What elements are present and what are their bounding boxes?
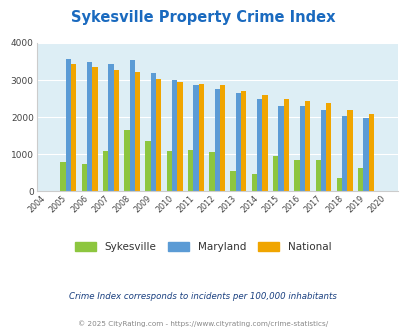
Bar	[108, 64, 113, 191]
Bar	[177, 82, 182, 191]
Text: Crime Index corresponds to incidents per 100,000 inhabitants: Crime Index corresponds to incidents per…	[69, 292, 336, 301]
Bar	[320, 110, 325, 191]
Bar	[214, 89, 220, 191]
Bar	[150, 73, 156, 191]
Bar	[304, 101, 309, 191]
Bar	[241, 91, 246, 191]
Text: Sykesville Property Crime Index: Sykesville Property Crime Index	[70, 10, 335, 25]
Text: © 2025 CityRating.com - https://www.cityrating.com/crime-statistics/: © 2025 CityRating.com - https://www.city…	[78, 321, 327, 327]
Bar	[357, 168, 362, 191]
Legend: Sykesville, Maryland, National: Sykesville, Maryland, National	[75, 242, 330, 252]
Bar	[230, 171, 235, 191]
Bar	[71, 64, 76, 191]
Bar	[315, 160, 320, 191]
Bar	[336, 179, 341, 191]
Bar	[368, 114, 373, 191]
Bar	[341, 116, 347, 191]
Bar	[66, 59, 71, 191]
Bar	[81, 164, 87, 191]
Bar	[193, 85, 198, 191]
Bar	[113, 70, 119, 191]
Bar	[251, 174, 256, 191]
Bar	[294, 160, 299, 191]
Bar	[272, 156, 278, 191]
Bar	[347, 110, 352, 191]
Bar	[134, 72, 140, 191]
Bar	[235, 93, 241, 191]
Bar	[124, 130, 129, 191]
Bar	[256, 99, 262, 191]
Bar	[166, 150, 172, 191]
Bar	[198, 84, 203, 191]
Bar	[325, 103, 330, 191]
Bar	[156, 79, 161, 191]
Bar	[145, 141, 150, 191]
Bar	[92, 67, 98, 191]
Bar	[103, 151, 108, 191]
Bar	[278, 106, 283, 191]
Bar	[60, 162, 66, 191]
Bar	[129, 60, 134, 191]
Bar	[87, 62, 92, 191]
Bar	[172, 80, 177, 191]
Bar	[209, 152, 214, 191]
Bar	[299, 106, 304, 191]
Bar	[262, 95, 267, 191]
Bar	[220, 85, 225, 191]
Bar	[188, 150, 193, 191]
Bar	[362, 118, 368, 191]
Bar	[283, 99, 288, 191]
